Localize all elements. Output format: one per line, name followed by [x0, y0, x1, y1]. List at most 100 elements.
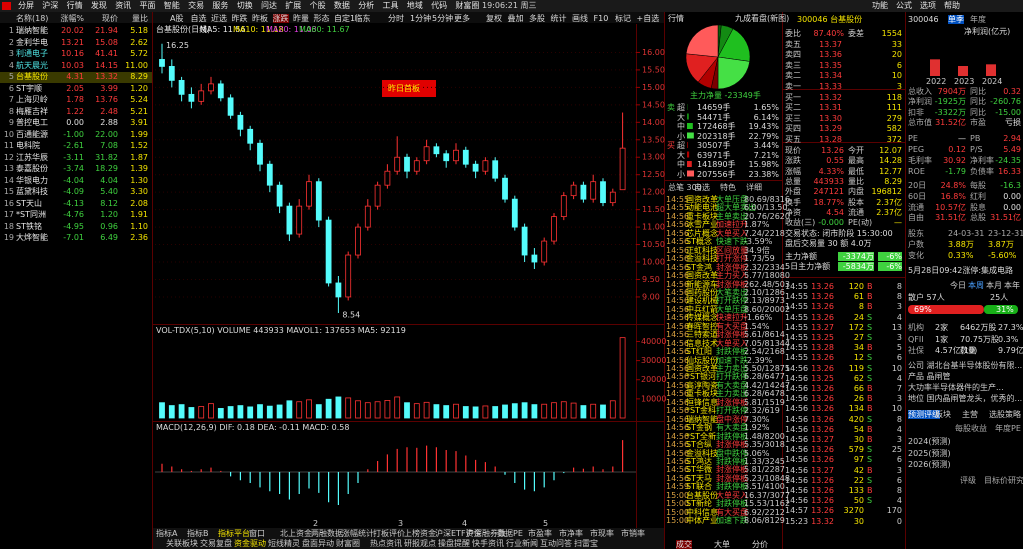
toolbar-button[interactable]: 标记 [615, 14, 631, 23]
stock-name[interactable]: 瑞纳智能 [16, 26, 48, 35]
alert-stock[interactable]: *ST金科 [686, 406, 716, 416]
toolbar-tab[interactable]: 自选 [190, 14, 207, 23]
stock-name[interactable]: ST宇顺 [16, 83, 42, 93]
alert-stock[interactable]: 国资改革 [686, 271, 718, 281]
indicator-tab[interactable]: 上榜资金 [404, 529, 436, 538]
alert-stock[interactable]: 建设机械 [686, 296, 718, 306]
toolbar-button[interactable]: +自选 [636, 14, 660, 23]
alert-stock[interactable]: ST新纶 [686, 499, 712, 509]
indicator-tab[interactable]: 市净率 [559, 529, 583, 538]
alert-stock[interactable]: 仙坛股份 [686, 355, 718, 365]
menu-item[interactable]: 功能 [872, 1, 888, 10]
alert-stock[interactable]: 春晖智控 [686, 321, 718, 331]
toolbar-tab[interactable]: 近选 [211, 14, 227, 23]
alert-stock[interactable]: 中体产业 [686, 516, 718, 526]
info-tab[interactable]: 资金驱动 [234, 539, 266, 548]
stock-name[interactable]: 航天晨光 [16, 60, 48, 70]
toolbar-button[interactable]: 复权 [486, 14, 502, 23]
indicator-tab[interactable]: 北上资金 [280, 529, 312, 538]
period-tab[interactable]: 分时 [388, 14, 404, 23]
stock-name[interactable]: 利通电子 [16, 49, 48, 58]
toolbar-button[interactable]: 画线 [572, 14, 588, 23]
alert-stock[interactable]: ST鸿达 [686, 456, 712, 466]
alert-stock[interactable]: 信息技术 [686, 338, 718, 348]
indicator-tab[interactable]: 涨幅统计 [342, 529, 374, 538]
menu-item[interactable]: 交易 [188, 1, 205, 10]
menu-item[interactable]: 财富圈 [455, 1, 480, 10]
period-tab[interactable]: 本月 [986, 281, 1002, 290]
menu-item[interactable]: 选项 [920, 1, 936, 10]
alert-stock[interactable]: 重卡板块 [686, 211, 718, 221]
alert-stock[interactable]: 金溢科技 [686, 254, 718, 264]
quote-tab[interactable]: 大单 [714, 540, 730, 549]
stock-name[interactable]: 百通能源 [16, 129, 48, 139]
info-tab[interactable]: 财富圈 [336, 539, 360, 548]
stock-name[interactable]: 华银电力 [16, 175, 48, 185]
stock-name[interactable]: 电科院 [16, 141, 40, 150]
alert-stock[interactable]: ST联合 [686, 482, 712, 492]
stock-name[interactable]: 上海贝岭 [16, 95, 48, 104]
menu-item[interactable]: 智能 [163, 1, 180, 10]
alert-stock[interactable]: ST合纵 [686, 440, 712, 450]
alert-stock[interactable]: 冰雪产业 [686, 220, 718, 230]
indicator-tab[interactable]: 指标平台 [218, 529, 250, 538]
forecast-tab[interactable]: 预测评级 [908, 410, 940, 419]
column-header[interactable]: 量比 [132, 14, 148, 23]
alert-stock[interactable]: *ST银河 [686, 372, 716, 382]
menu-item[interactable]: 数据 [333, 1, 350, 10]
period-tab[interactable]: 今日 [950, 281, 966, 290]
f10-news[interactable]: 5月28日09:42涨停:集成电路 [908, 266, 1014, 275]
info-tab[interactable]: 短线精灵 [268, 539, 300, 548]
alert-stock[interactable]: 动能电池 [686, 203, 718, 213]
menu-item[interactable]: 扩展 [285, 1, 302, 10]
alert-stock[interactable]: 芯片概念 [686, 228, 718, 238]
alert-stock[interactable]: ST天马 [686, 473, 712, 483]
alert-stock[interactable]: 金溢科技 [686, 448, 718, 458]
alert-tab[interactable]: 自选 [694, 183, 710, 192]
alert-stock[interactable]: ST华微 [686, 465, 712, 475]
alert-stock[interactable]: 恒锋信息 [686, 397, 718, 407]
toolbar-tab[interactable]: A股 [170, 14, 184, 23]
menu-item[interactable]: 帮助 [944, 1, 960, 10]
quote-tab[interactable]: 分价 [752, 540, 768, 549]
info-tab[interactable]: 操盘提醒 [438, 539, 470, 548]
alert-stock[interactable]: ST金鸿 [686, 262, 712, 272]
indicator-tab[interactable]: 窗口 [249, 529, 265, 538]
stock-name[interactable]: 金利华电 [16, 37, 48, 47]
alert-stock[interactable]: *ST全新 [686, 431, 716, 441]
toolbar-tab[interactable]: 临东 [354, 14, 371, 23]
stock-name[interactable]: *ST同洲 [16, 210, 46, 219]
indicator-tab[interactable]: 指标A [156, 529, 178, 538]
info-tab[interactable]: 交易复盘 [200, 539, 232, 548]
period-tab[interactable]: 更多 [454, 14, 470, 23]
indicator-tab[interactable]: 沪深融券数 [466, 529, 506, 538]
quote-tab[interactable]: 成交 [676, 540, 692, 549]
indicator-tab[interactable]: 沪深ETF资金 [435, 529, 482, 538]
alert-stock[interactable]: 新能源车 [686, 279, 718, 289]
column-header[interactable]: 现价 [102, 14, 118, 23]
stock-name[interactable]: 台基股份 [16, 72, 48, 81]
toolbar-tab[interactable]: 涨跌 [272, 14, 289, 23]
toolbar-tab[interactable]: 昨板 [252, 14, 268, 23]
indicator-tab[interactable]: 数据PE [497, 529, 523, 538]
stock-name[interactable]: 普控电工 [16, 118, 48, 127]
menu-item[interactable]: 行情 [66, 1, 83, 10]
period-tab[interactable]: 本年 [1004, 281, 1020, 290]
stock-name[interactable]: 大烨智能 [16, 233, 48, 242]
period-tab[interactable]: 5分钟 [432, 14, 454, 23]
alert-stock[interactable]: 正虹科技 [686, 245, 718, 255]
toolbar-tab[interactable]: 昨量 [293, 14, 309, 23]
menu-item[interactable]: 分析 [358, 1, 375, 10]
menu-item[interactable]: 平面 [139, 1, 156, 10]
info-tab[interactable]: 热点资讯 [370, 539, 402, 548]
info-tab[interactable]: 行业新闻 [506, 539, 538, 548]
alert-stock[interactable]: ST红阳 [686, 347, 712, 357]
info-tab[interactable]: 快手资讯 [472, 539, 504, 548]
menu-item[interactable]: 分屏 [18, 1, 34, 10]
alert-stock[interactable]: 中兵红箭 [686, 304, 718, 314]
toolbar-tab[interactable]: 自定1 [334, 14, 356, 23]
forecast-tab[interactable]: 板块 [935, 410, 951, 419]
menu-item[interactable]: 沪深 [42, 1, 59, 10]
menu-item[interactable]: 问达 [261, 1, 277, 10]
indicator-tab[interactable]: 市盈率 [528, 529, 552, 538]
